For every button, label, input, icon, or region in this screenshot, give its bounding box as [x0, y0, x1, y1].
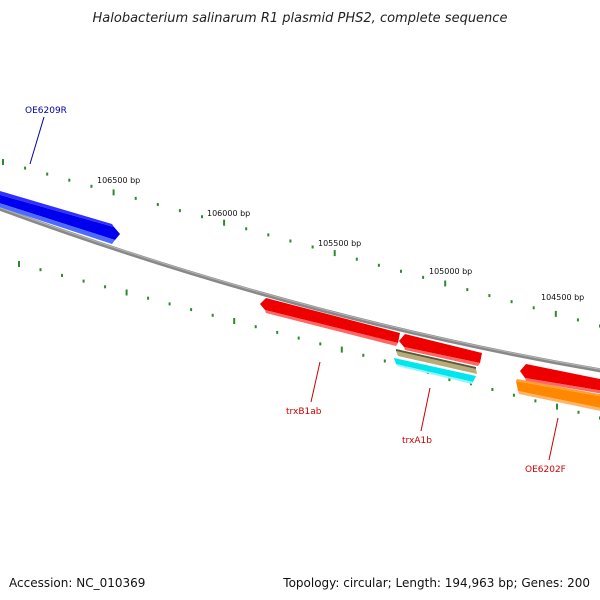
minor-tick: [319, 342, 322, 346]
gene-label-oe6209r[interactable]: OE6209R: [25, 106, 67, 116]
minor-tick: [400, 269, 402, 273]
minor-tick: [512, 393, 515, 397]
gene-label-trxb1ab[interactable]: trxB1ab: [286, 407, 322, 417]
minor-tick: [156, 203, 159, 206]
gene-oe6202f[interactable]: [516, 379, 600, 413]
gene-trxa1b[interactable]: [394, 349, 477, 384]
minor-tick: [532, 306, 535, 310]
tick-label: 104500 bp: [541, 293, 584, 302]
minor-tick: [168, 302, 171, 306]
minor-tick: [46, 172, 49, 176]
minor-tick: [24, 166, 27, 170]
gene-red-mid[interactable]: [399, 334, 482, 366]
accession-label: Accession: NC_010369: [9, 576, 146, 590]
major-tick: [444, 280, 447, 287]
minor-tick: [311, 245, 314, 249]
minor-tick: [178, 209, 181, 213]
minor-tick: [297, 336, 300, 340]
tick-label: 106000 bp: [207, 209, 250, 218]
minor-tick: [362, 353, 365, 357]
gene-red-right[interactable]: [520, 364, 600, 395]
minor-tick: [422, 275, 425, 279]
minor-tick: [576, 318, 579, 322]
tick-label: 106500 bp: [97, 176, 140, 185]
plasmid-backbone-highlight: [0, 207, 600, 370]
plasmid-backbone: [0, 206, 600, 373]
major-tick: [554, 310, 557, 317]
major-tick: [112, 189, 115, 196]
minor-tick: [90, 184, 93, 188]
outer-tick-marks: [2, 159, 600, 328]
tick-label: 105000 bp: [429, 267, 472, 276]
major-tick: [125, 289, 128, 296]
leader-trxb1ab: [310, 361, 321, 403]
minor-tick: [104, 285, 107, 289]
minor-tick: [289, 239, 292, 243]
minor-tick: [510, 300, 513, 304]
major-tick: [233, 318, 236, 324]
major-tick: [556, 403, 558, 410]
map-title: Halobacterium salinarum R1 plasmid PHS2,…: [93, 11, 508, 26]
minor-tick: [488, 294, 491, 298]
minor-tick: [245, 227, 248, 231]
minor-tick: [68, 178, 71, 182]
major-tick: [2, 159, 4, 165]
minor-tick: [534, 399, 537, 403]
leader-oe6202f: [548, 417, 559, 461]
minor-tick: [39, 268, 42, 272]
minor-tick: [82, 279, 85, 283]
minor-tick: [466, 288, 469, 292]
major-tick: [223, 219, 226, 226]
tick-label: 105500 bp: [318, 239, 361, 248]
leader-trxa1b: [420, 387, 431, 432]
minor-tick: [383, 359, 386, 363]
minor-tick: [491, 388, 494, 391]
minor-tick: [355, 257, 358, 261]
minor-tick: [267, 233, 270, 237]
minor-tick: [577, 410, 580, 414]
minor-tick: [377, 263, 380, 267]
gene-label-oe6202f[interactable]: OE6202F: [525, 465, 566, 475]
minor-tick: [201, 215, 203, 219]
minor-tick: [147, 296, 150, 300]
gene-trxb1ab[interactable]: [260, 298, 400, 346]
minor-tick: [134, 196, 137, 200]
minor-tick: [211, 313, 214, 317]
major-tick: [18, 261, 20, 267]
major-tick: [333, 250, 336, 257]
major-tick: [340, 346, 343, 353]
minor-tick: [469, 382, 472, 386]
minor-tick: [190, 308, 193, 312]
leader-oe6209r: [29, 116, 45, 165]
minor-tick: [254, 325, 257, 329]
summary-label: Topology: circular; Length: 194,963 bp; …: [283, 576, 590, 590]
minor-tick: [61, 273, 63, 277]
gene-label-trxa1b[interactable]: trxA1b: [402, 436, 432, 446]
minor-tick: [276, 330, 279, 334]
inner-tick-marks: [18, 261, 600, 420]
gene-oe6209r[interactable]: [0, 188, 120, 244]
